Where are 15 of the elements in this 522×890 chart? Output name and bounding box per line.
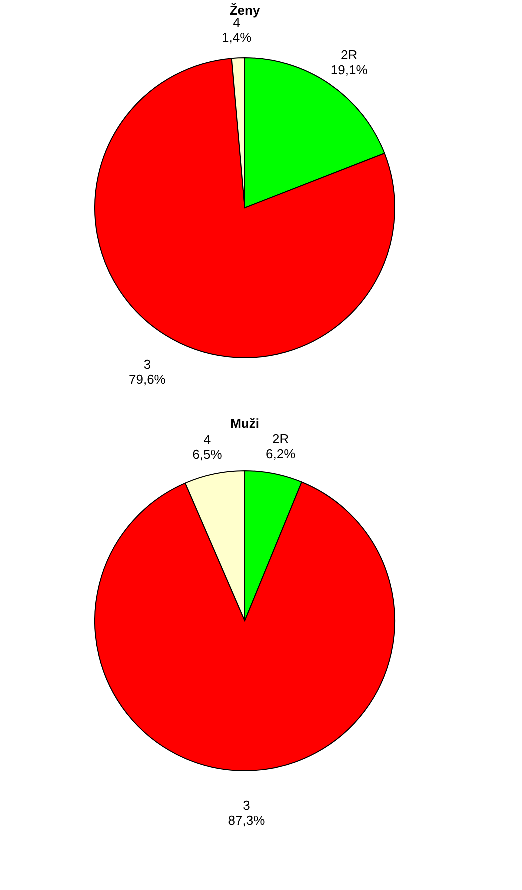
slice-label: 4 <box>233 15 240 30</box>
slice-label: 3 <box>144 357 152 372</box>
data-label: 19,1% <box>330 62 368 78</box>
data-label: 6,2% <box>266 446 296 462</box>
chart-title: Muži <box>230 416 260 431</box>
slice-label: 2R <box>272 432 290 446</box>
chart-title: Ženy <box>230 3 261 18</box>
slice-label: 4 <box>204 432 212 447</box>
data-label: 87,3% <box>228 812 266 828</box>
slice-label: 2R <box>341 47 358 62</box>
data-label: 6,5% <box>192 446 223 462</box>
pie-slice <box>94 58 396 358</box>
data-label: 79,6% <box>129 372 166 388</box>
data-label: 1,4% <box>222 30 252 46</box>
slice-label: 3 <box>243 798 250 813</box>
